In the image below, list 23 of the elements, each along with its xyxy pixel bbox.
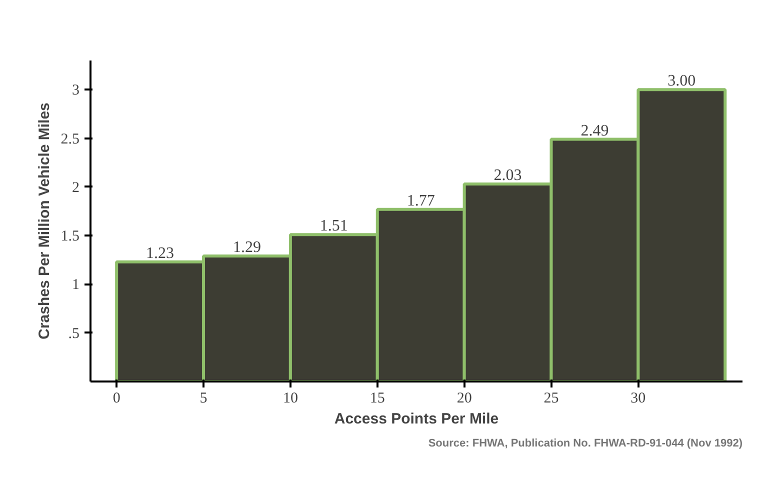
y-axis-title: Crashes Per Million Vehicle Miles <box>36 102 53 340</box>
data-label: 1.29 <box>232 239 261 256</box>
x-tick-label: 15 <box>370 390 385 406</box>
data-label: 1.77 <box>406 192 435 210</box>
x-tick-label: 5 <box>200 390 208 406</box>
data-label: 2.49 <box>580 122 609 140</box>
x-tick-label: 20 <box>456 390 472 406</box>
data-label: 3.00 <box>668 72 696 90</box>
x-tick-label: 10 <box>282 390 298 406</box>
x-tick-label: 0 <box>112 390 120 406</box>
y-tick-label: 3 <box>72 82 80 99</box>
x-axis-title: Access Points Per Mile <box>334 410 499 428</box>
data-label: 1.51 <box>320 218 348 235</box>
y-tick-label: .5 <box>68 326 80 342</box>
data-label: 1.23 <box>146 244 174 262</box>
y-tick-label: 2 <box>72 180 80 196</box>
y-tick-label: 2.5 <box>60 131 80 148</box>
data-label: 2.03 <box>494 167 522 184</box>
y-tick-label: 1 <box>72 277 80 294</box>
x-tick-label: 30 <box>630 390 646 406</box>
x-tick-label: 25 <box>544 390 559 406</box>
source-note: Source: FHWA, Publication No. FHWA-RD-91-044 (Nov 1992) <box>428 438 743 450</box>
y-tick-label: 1.5 <box>60 228 80 245</box>
